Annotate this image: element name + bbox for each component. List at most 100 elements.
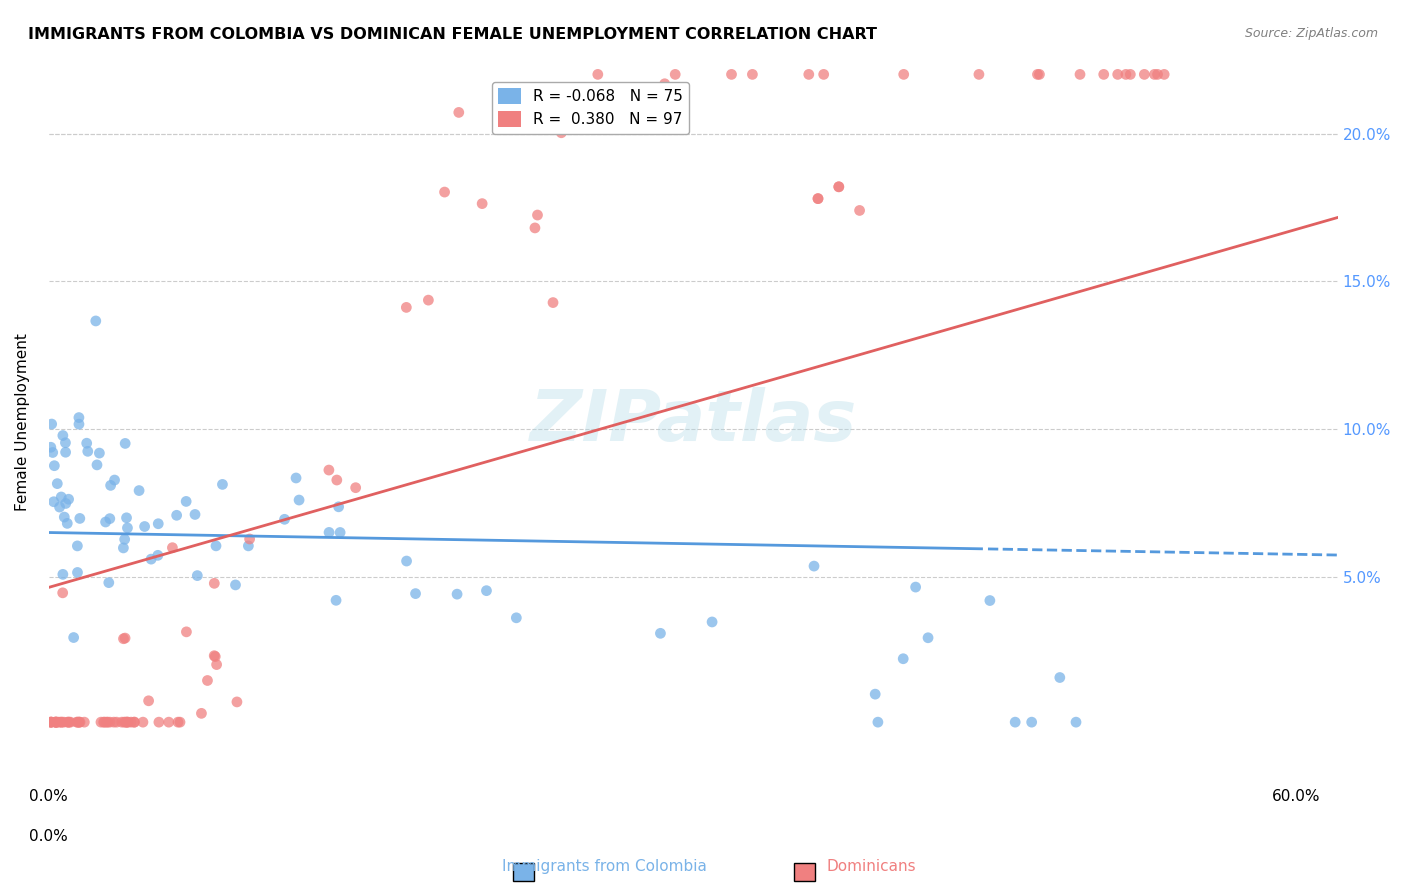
Text: Source: ZipAtlas.com: Source: ZipAtlas.com: [1244, 27, 1378, 40]
Point: [55, 496, 77, 510]
Point: [1049, 671, 1071, 685]
Point: [76, 436, 98, 450]
Point: [197, 673, 219, 688]
Point: [828, 179, 851, 194]
Point: [66, 539, 89, 553]
Point: [523, 221, 546, 235]
Point: [58, 492, 80, 507]
Point: [112, 541, 135, 555]
Text: 0.0%: 0.0%: [30, 829, 67, 844]
Point: [1133, 67, 1156, 81]
Point: [67, 417, 90, 432]
Point: [813, 67, 835, 81]
Point: [90, 715, 112, 730]
Point: [863, 687, 886, 701]
Point: [344, 481, 367, 495]
Text: ZIPatlas: ZIPatlas: [530, 387, 856, 457]
Point: [67, 715, 90, 730]
Point: [828, 179, 851, 194]
Point: [186, 568, 208, 582]
Point: [45, 715, 67, 730]
Point: [51, 490, 73, 504]
Point: [112, 632, 135, 646]
Point: [891, 651, 914, 665]
Point: [39, 715, 62, 730]
Point: [166, 508, 188, 523]
Point: [741, 67, 763, 81]
Point: [132, 715, 155, 730]
Point: [45, 715, 67, 730]
Point: [174, 494, 197, 508]
Point: [329, 525, 352, 540]
Point: [418, 293, 440, 307]
Point: [66, 715, 89, 730]
Point: [893, 67, 915, 81]
Point: [46, 476, 69, 491]
Point: [1021, 715, 1043, 730]
Point: [433, 185, 456, 199]
Point: [114, 715, 136, 730]
Point: [328, 500, 350, 514]
Point: [917, 631, 939, 645]
Point: [1004, 715, 1026, 730]
Point: [395, 301, 418, 315]
Point: [52, 715, 75, 730]
Point: [112, 715, 135, 730]
Point: [475, 583, 498, 598]
Point: [1092, 67, 1115, 81]
Point: [650, 626, 672, 640]
Point: [285, 471, 308, 485]
Point: [52, 567, 75, 582]
Point: [325, 593, 347, 607]
Point: [139, 552, 162, 566]
Point: [97, 715, 120, 730]
Point: [93, 715, 115, 730]
Point: [84, 314, 107, 328]
Point: [56, 715, 79, 730]
Point: [41, 445, 63, 459]
Point: [114, 533, 136, 547]
Point: [105, 715, 128, 730]
Point: [98, 511, 121, 525]
Point: [238, 539, 260, 553]
Point: [53, 510, 76, 524]
Point: [103, 473, 125, 487]
Point: [124, 715, 146, 730]
Point: [224, 578, 246, 592]
Point: [89, 446, 111, 460]
Point: [44, 458, 66, 473]
Point: [66, 566, 89, 580]
Point: [866, 715, 889, 730]
Point: [117, 715, 139, 730]
Point: [66, 715, 89, 730]
Point: [117, 715, 139, 730]
Point: [115, 715, 138, 730]
Point: [446, 587, 468, 601]
Point: [41, 715, 63, 730]
Point: [848, 203, 870, 218]
Point: [720, 67, 742, 81]
Point: [318, 525, 340, 540]
Point: [807, 192, 830, 206]
Point: [73, 715, 96, 730]
Text: IMMIGRANTS FROM COLOMBIA VS DOMINICAN FEMALE UNEMPLOYMENT CORRELATION CHART: IMMIGRANTS FROM COLOMBIA VS DOMINICAN FE…: [28, 27, 877, 42]
Point: [117, 521, 139, 535]
Point: [1119, 67, 1142, 81]
Y-axis label: Female Unemployment: Female Unemployment: [15, 333, 30, 511]
Point: [803, 559, 825, 574]
Point: [273, 512, 295, 526]
Point: [205, 539, 228, 553]
Point: [148, 516, 170, 531]
Text: Immigrants from Colombia: Immigrants from Colombia: [502, 859, 707, 874]
Point: [76, 444, 98, 458]
Point: [42, 494, 65, 508]
Point: [122, 715, 145, 730]
Point: [550, 126, 572, 140]
Point: [700, 615, 723, 629]
Point: [51, 715, 73, 730]
Point: [120, 715, 142, 730]
Point: [115, 510, 138, 524]
Point: [97, 575, 120, 590]
Point: [447, 105, 470, 120]
Point: [1028, 67, 1050, 81]
